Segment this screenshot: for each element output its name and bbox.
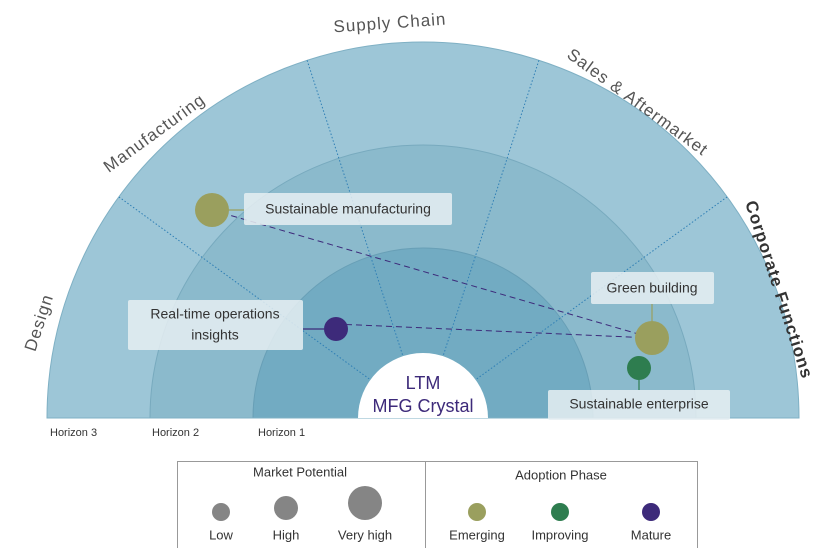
- legend-title: Market Potential: [253, 464, 347, 479]
- legend-label: Emerging: [449, 527, 505, 542]
- legend-label: Improving: [531, 527, 588, 542]
- item-label: Green building: [606, 280, 697, 296]
- sector-label: Design: [21, 292, 57, 354]
- legend-symbol: [274, 496, 298, 520]
- bubble: [195, 193, 229, 227]
- bubble: [324, 317, 348, 341]
- legend-title: Adoption Phase: [515, 467, 607, 482]
- legend-symbol: [551, 503, 569, 521]
- item-label: insights: [191, 327, 238, 343]
- legend-box: [177, 461, 698, 548]
- label-box: [128, 300, 303, 350]
- bubble: [635, 321, 669, 355]
- label-box: [591, 272, 714, 304]
- label-box: [548, 390, 730, 420]
- legend-label: Mature: [631, 527, 671, 542]
- legend-label: High: [273, 527, 300, 542]
- legend-symbol: [212, 503, 230, 521]
- center-title: MFG Crystal: [373, 396, 474, 416]
- link: [335, 323, 653, 339]
- sector-label: Supply Chain: [333, 10, 447, 37]
- center-title: LTM: [406, 373, 441, 393]
- horizon-label: Horizon 1: [258, 427, 305, 439]
- bubble: [627, 356, 651, 380]
- legend-symbol: [348, 486, 382, 520]
- item-label: Sustainable manufacturing: [265, 201, 431, 217]
- legend-symbol: [468, 503, 486, 521]
- legend-symbol: [642, 503, 660, 521]
- item-label: Real-time operations: [150, 306, 279, 322]
- legend-label: Very high: [338, 527, 392, 542]
- horizon-label: Horizon 3: [50, 427, 97, 439]
- item-label: Sustainable enterprise: [569, 396, 709, 412]
- horizon-label: Horizon 2: [152, 427, 199, 439]
- label-box: [244, 193, 452, 225]
- center-circle: [358, 353, 488, 418]
- legend-label: Low: [209, 527, 233, 542]
- link: [211, 209, 653, 339]
